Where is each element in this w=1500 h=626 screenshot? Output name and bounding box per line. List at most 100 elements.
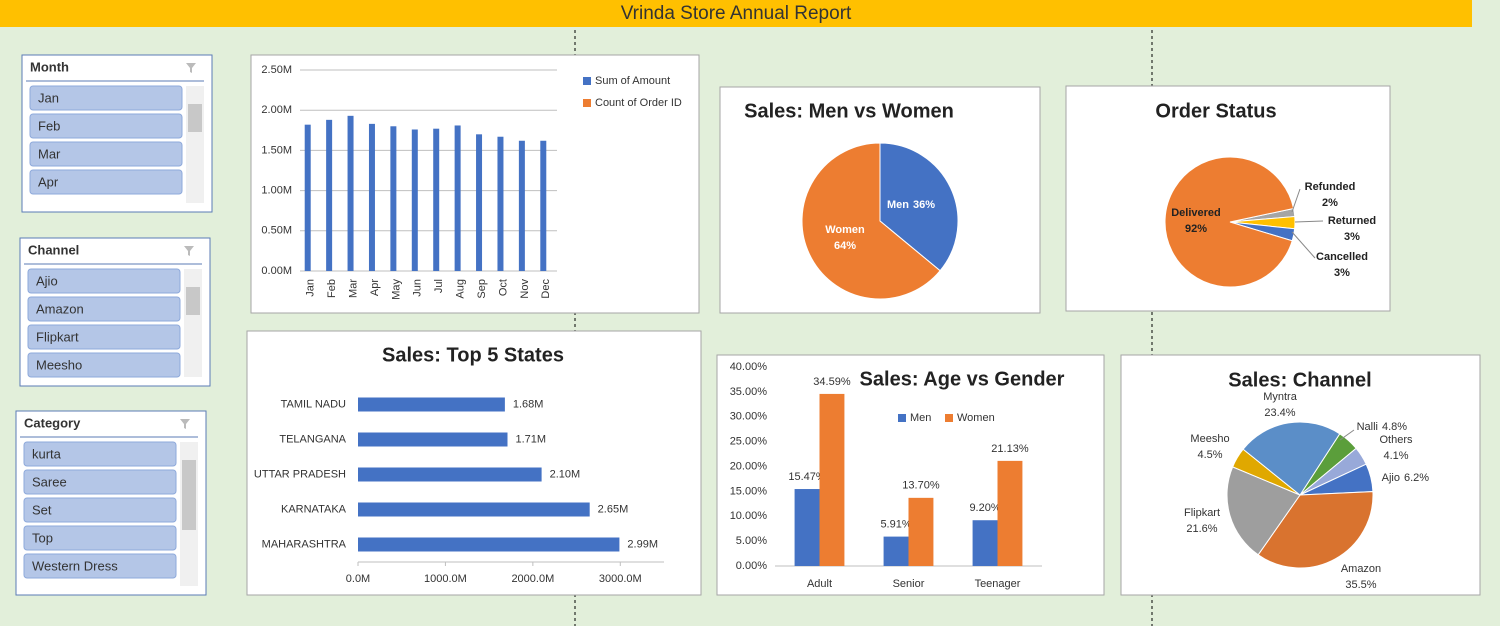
- slicer-item-label: Jan: [38, 90, 59, 105]
- scrollbar[interactable]: [184, 269, 202, 377]
- bar: [972, 520, 998, 566]
- slice-label: Women: [825, 224, 865, 236]
- pie-slice: [801, 142, 941, 300]
- slicer-item[interactable]: [29, 113, 183, 139]
- x-tick-label: Adult: [807, 578, 832, 590]
- clear-filter-icon[interactable]: [186, 63, 196, 73]
- data-label: 4.8%: [1382, 421, 1407, 433]
- scrollbar[interactable]: [186, 86, 204, 203]
- data-label: 2%: [1322, 197, 1338, 209]
- data-label: 13.70%: [902, 480, 940, 492]
- data-label: 9.20%: [969, 502, 1000, 514]
- y-tick-label: 35.00%: [730, 386, 768, 398]
- data-label: 64%: [834, 240, 856, 252]
- data-label: 2.65M: [598, 503, 629, 515]
- scroll-thumb[interactable]: [182, 460, 196, 530]
- data-label: 36%: [913, 199, 935, 211]
- bar: [347, 115, 354, 271]
- slicer-item[interactable]: [27, 296, 181, 322]
- slicer-item-label: Set: [32, 502, 52, 517]
- y-tick-label: 1.00M: [261, 185, 292, 197]
- slicer-item[interactable]: [23, 553, 177, 579]
- slicer-item-label: Feb: [38, 118, 60, 133]
- scroll-thumb[interactable]: [188, 104, 202, 132]
- slicer-item[interactable]: [29, 141, 183, 167]
- slicer-item-label: Amazon: [36, 301, 84, 316]
- bar: [908, 497, 934, 566]
- legend-label: Men: [910, 412, 931, 424]
- y-tick-label: 0.50M: [261, 225, 292, 237]
- slicer-item[interactable]: [29, 85, 183, 111]
- x-tick-label: Feb: [326, 279, 338, 298]
- bar: [326, 119, 333, 272]
- slicer-item[interactable]: [27, 268, 181, 294]
- y-tick-label: 20.00%: [730, 460, 768, 472]
- bar: [358, 397, 505, 412]
- data-label: 2.99M: [627, 538, 658, 550]
- slicer-item[interactable]: [23, 497, 177, 523]
- data-label: 21.6%: [1186, 523, 1217, 535]
- chart-title: Sales: Men vs Women: [744, 100, 954, 122]
- data-label: 1.71M: [516, 433, 547, 445]
- y-tick-label: 15.00%: [730, 485, 768, 497]
- x-tick-label: May: [390, 279, 402, 300]
- pie-slice: [1257, 491, 1374, 569]
- slicer-item[interactable]: [29, 169, 183, 195]
- clear-filter-icon[interactable]: [184, 246, 194, 256]
- y-tick-label: 40.00%: [730, 361, 768, 373]
- header-bar: [0, 0, 1472, 27]
- slice-label: Returned: [1328, 215, 1376, 227]
- clear-filter-icon[interactable]: [180, 419, 190, 429]
- slicer-item-label: Western Dress: [32, 558, 118, 573]
- y-tick-label: 10.00%: [730, 510, 768, 522]
- y-tick-label: 0.00%: [736, 560, 767, 572]
- legend-label: Women: [957, 412, 995, 424]
- pie-slice: [1226, 466, 1301, 556]
- slice-label: Cancelled: [1316, 251, 1368, 263]
- chart-title: Order Status: [1155, 100, 1276, 122]
- data-label: 4.1%: [1383, 450, 1408, 462]
- y-tick-label: 30.00%: [730, 411, 768, 423]
- slicer-item[interactable]: [23, 441, 177, 467]
- legend-swatch: [583, 77, 591, 85]
- x-tick-label: 3000.0M: [599, 573, 642, 585]
- bar: [497, 136, 504, 271]
- x-tick-label: 1000.0M: [424, 573, 467, 585]
- slicer-item-label: Meesho: [36, 357, 82, 372]
- slicer-item-label: Saree: [32, 474, 67, 489]
- leader-line: [1291, 188, 1301, 213]
- y-tick-label: 1.50M: [261, 144, 292, 156]
- slicer-item[interactable]: [27, 324, 181, 350]
- data-label: 1.68M: [513, 398, 544, 410]
- scroll-thumb[interactable]: [186, 287, 200, 315]
- chart-frame: [246, 330, 702, 596]
- x-tick-label: 0.0M: [346, 573, 370, 585]
- data-label: 15.47%: [788, 471, 826, 483]
- bar: [997, 460, 1023, 566]
- header-title: Vrinda Store Annual Report: [621, 3, 852, 24]
- data-label: 21.13%: [991, 443, 1029, 455]
- slicer-item[interactable]: [23, 525, 177, 551]
- slice-label: Amazon: [1341, 563, 1381, 575]
- x-tick-label: Aug: [455, 279, 467, 299]
- legend-swatch: [898, 414, 906, 422]
- y-tick-label: UTTAR PRADESH: [254, 468, 346, 480]
- bar: [358, 432, 508, 447]
- chart-title: Sales: Channel: [1228, 369, 1371, 391]
- slicer-item[interactable]: [23, 469, 177, 495]
- x-tick-label: Jan: [305, 279, 317, 297]
- pie-slice: [1242, 421, 1341, 496]
- bar: [794, 489, 820, 566]
- bar: [518, 140, 525, 271]
- x-tick-label: Sep: [476, 279, 488, 299]
- slicer-title: Month: [30, 59, 69, 74]
- bar: [358, 537, 620, 552]
- data-label: 2.10M: [550, 468, 581, 480]
- legend-swatch: [583, 99, 591, 107]
- bar: [358, 502, 590, 517]
- pie-slice: [1164, 156, 1295, 288]
- slicer-item[interactable]: [27, 352, 181, 378]
- y-tick-label: 2.50M: [261, 64, 292, 76]
